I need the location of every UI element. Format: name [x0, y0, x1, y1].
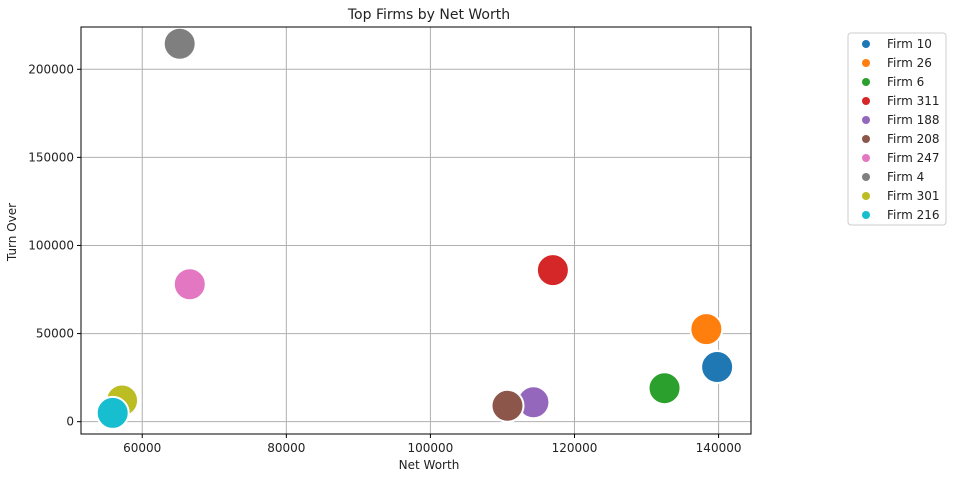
point-firm-311: [535, 253, 570, 288]
legend-marker: [862, 116, 870, 124]
y-tick-label: 150000: [28, 150, 74, 164]
legend-marker: [862, 154, 870, 162]
point-firm-247: [172, 267, 207, 302]
chart-title: Top Firms by Net Worth: [347, 7, 510, 23]
legend-marker: [862, 192, 870, 200]
y-tick-label: 100000: [28, 238, 74, 252]
grid: [81, 27, 751, 434]
x-axis-ticks: 60000 80000 100000 120000 140000: [123, 434, 741, 455]
legend-marker: [862, 173, 870, 181]
x-tick-label: 140000: [696, 441, 742, 455]
point-firm-208: [490, 388, 525, 423]
legend-label: Firm 6: [887, 75, 924, 89]
legend-marker: [862, 78, 870, 86]
legend-marker: [862, 59, 870, 67]
point-firm-216: [95, 395, 130, 430]
plot-frame: [80, 26, 752, 435]
x-axis-label: Net Worth: [399, 458, 460, 472]
legend-label: Firm 247: [887, 151, 940, 165]
x-tick-label: 60000: [123, 441, 161, 455]
point-firm-10: [700, 350, 735, 385]
legend-marker: [862, 211, 870, 219]
y-tick-label: 50000: [36, 327, 74, 341]
legend-frame: [847, 32, 947, 226]
legend-label: Firm 216: [887, 208, 940, 222]
legend-marker: [862, 135, 870, 143]
point-firm-4: [162, 26, 197, 61]
legend: Firm 10 Firm 26 Firm 6 Firm 311 Firm 188 Firm…: [847, 32, 947, 226]
legend-label: Firm 10: [887, 37, 932, 51]
legend-label: Firm 188: [887, 113, 940, 127]
y-tick-label: 200000: [28, 62, 74, 76]
y-axis-label: Turn Over: [5, 203, 19, 262]
legend-label: Firm 4: [887, 170, 924, 184]
legend-marker: [862, 97, 870, 105]
point-firm-26: [689, 312, 724, 347]
y-tick-label: 0: [66, 415, 74, 429]
legend-label: Firm 311: [887, 94, 940, 108]
legend-label: Firm 26: [887, 56, 932, 70]
legend-label: Firm 208: [887, 132, 940, 146]
legend-label: Firm 301: [887, 189, 940, 203]
y-axis-ticks: 0 50000 100000 150000 200000: [28, 62, 81, 429]
x-tick-label: 100000: [408, 441, 454, 455]
legend-marker: [862, 40, 870, 48]
point-firm-6: [647, 371, 682, 406]
x-tick-label: 120000: [552, 441, 598, 455]
x-tick-label: 80000: [267, 441, 305, 455]
data-points: [95, 26, 735, 430]
